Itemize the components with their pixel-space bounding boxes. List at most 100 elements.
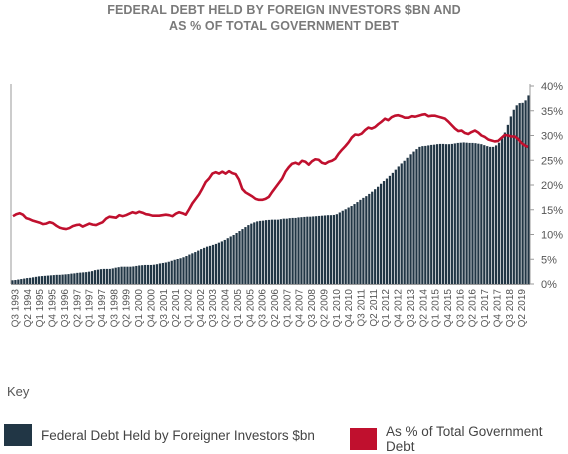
x-axis-tick-label: Q3 2003 xyxy=(208,289,219,328)
bar xyxy=(285,218,288,284)
x-axis-tick-label: Q3 2013 xyxy=(406,289,417,328)
bar xyxy=(279,219,282,284)
chart-title-line1: FEDERAL DEBT HELD BY FOREIGN INVESTORS $… xyxy=(107,3,461,17)
x-axis-tick-label: Q4 2000 xyxy=(146,289,157,328)
bar xyxy=(524,100,527,284)
bar xyxy=(471,142,474,284)
bar xyxy=(17,279,20,284)
bar xyxy=(99,269,103,284)
bar xyxy=(126,266,129,284)
y-axis-tick-label: 15% xyxy=(541,205,563,217)
x-axis-tick-label: Q2 2004 xyxy=(221,289,232,328)
x-axis-tick-label: Q3 1996 xyxy=(60,289,71,328)
bar xyxy=(132,266,135,284)
bar xyxy=(164,262,167,284)
bar xyxy=(90,271,94,284)
x-axis-tick-label: Q2 2019 xyxy=(517,289,528,328)
bar xyxy=(43,275,47,284)
bar xyxy=(105,268,108,284)
bar xyxy=(465,142,468,284)
bar xyxy=(276,219,279,284)
bar xyxy=(203,247,206,284)
bar xyxy=(247,225,250,284)
bar xyxy=(494,145,498,284)
legend-swatch-bars xyxy=(4,424,32,446)
chart-title: FEDERAL DEBT HELD BY FOREIGN INVESTORS $… xyxy=(0,2,568,34)
bar xyxy=(312,216,315,284)
x-axis-tick-label: Q4 2015 xyxy=(443,289,454,328)
bar xyxy=(447,144,451,284)
x-axis-tick-label: Q3 1993 xyxy=(11,289,22,328)
x-axis-tick-label: Q4 1997 xyxy=(97,289,108,328)
bar xyxy=(326,215,330,284)
bar xyxy=(93,270,97,284)
bar xyxy=(344,209,347,284)
bar xyxy=(96,269,100,284)
bar xyxy=(149,264,153,284)
x-axis-tick-label: Q1 2017 xyxy=(480,289,491,328)
bar xyxy=(441,143,445,284)
x-axis-tick-label: Q2 1994 xyxy=(23,289,34,328)
bar xyxy=(382,181,386,284)
x-axis-tick-labels: Q3 1993 Q2 1994 Q1 1995 Q4 1995 Q3 1996 Q2 19… xyxy=(11,289,529,328)
y-axis-tick-label: 35% xyxy=(541,106,563,118)
bar xyxy=(26,278,29,284)
bar xyxy=(462,142,465,284)
x-axis-tick-label: Q3 2016 xyxy=(455,289,466,328)
bar xyxy=(521,102,524,284)
bar xyxy=(409,154,412,284)
bar xyxy=(527,95,530,284)
bar xyxy=(356,202,359,284)
bar xyxy=(489,146,492,284)
bar xyxy=(102,268,106,284)
bar xyxy=(503,132,507,284)
legend-label-line: As % of Total Government Debt xyxy=(385,424,543,454)
bar xyxy=(371,191,374,284)
bar xyxy=(303,216,306,284)
bar xyxy=(61,274,64,284)
bar xyxy=(388,175,392,284)
bar xyxy=(300,217,303,284)
bar xyxy=(433,144,436,284)
bar xyxy=(438,143,442,284)
bar xyxy=(244,227,247,284)
bar xyxy=(418,146,421,284)
bar xyxy=(456,142,459,284)
bar xyxy=(194,252,197,284)
x-axis-tick-label: Q2 2016 xyxy=(468,289,479,328)
bar xyxy=(509,116,512,284)
y-axis-tick-labels: 0% 5% 10% 15% 20% 25% 30% 35% 40% xyxy=(530,81,563,291)
line-series xyxy=(12,112,529,231)
bar xyxy=(176,259,179,284)
bar xyxy=(217,242,221,284)
bar xyxy=(492,146,495,284)
bar xyxy=(141,265,144,284)
bar xyxy=(486,146,489,284)
bar xyxy=(79,272,82,284)
bar xyxy=(161,262,164,284)
bar xyxy=(114,267,117,284)
bar xyxy=(262,220,265,284)
bar xyxy=(238,231,241,284)
bar xyxy=(185,256,188,284)
bar xyxy=(335,214,338,284)
bar xyxy=(374,189,377,284)
bar xyxy=(85,272,88,284)
bar xyxy=(385,178,389,284)
x-axis-tick-label: Q4 1995 xyxy=(48,289,59,328)
bar xyxy=(155,264,159,284)
bar xyxy=(256,221,259,284)
legend-label-bars: Federal Debt Held by Foreigner Investors… xyxy=(41,427,315,443)
bar xyxy=(40,276,44,284)
bar xyxy=(338,212,341,284)
bar xyxy=(220,241,223,284)
bar xyxy=(205,246,209,284)
x-axis-tick-label: Q1 2005 xyxy=(233,289,244,328)
chart-title-line2: AS % OF TOTAL GOVERNMENT DEBT xyxy=(169,19,399,33)
x-axis-tick-label: Q4 2012 xyxy=(394,289,405,328)
bar xyxy=(82,272,85,284)
bar xyxy=(500,138,504,284)
y-axis-tick-label: 20% xyxy=(541,180,563,192)
x-axis-tick-label: Q2 2014 xyxy=(418,289,429,328)
bar-series xyxy=(11,95,530,285)
